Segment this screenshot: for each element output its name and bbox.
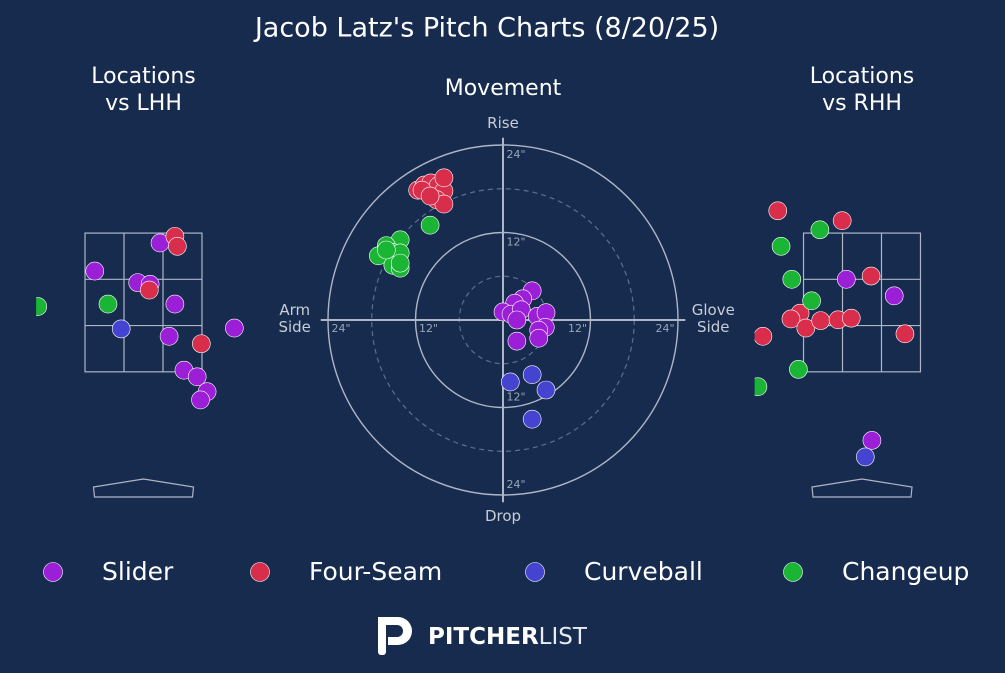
y-tick-label: 12" <box>506 391 525 404</box>
x-tick-label: 24" <box>331 322 350 335</box>
x-tick-label: 24" <box>655 322 674 335</box>
pitch-point <box>507 310 527 330</box>
pitch-point <box>36 297 48 316</box>
home-plate <box>811 478 913 498</box>
pitch-point <box>832 211 852 230</box>
pitch-point <box>159 327 179 346</box>
pitch-point <box>420 215 440 235</box>
pitch-point <box>884 286 904 306</box>
pitch-point <box>895 324 915 344</box>
pitch-point <box>754 377 768 397</box>
pitch-point <box>225 318 244 338</box>
pitch-point <box>802 291 821 311</box>
strike-zone <box>84 232 203 373</box>
pitch-point <box>111 319 131 339</box>
x-tick-label: 12" <box>568 322 587 335</box>
logo-light: LIST <box>539 624 588 650</box>
pitch-point <box>862 431 882 450</box>
pitch-point <box>522 409 542 429</box>
pitch-point <box>810 220 830 240</box>
pitch-point <box>796 318 816 338</box>
pitch-point <box>165 294 185 314</box>
pitch-point <box>529 328 549 348</box>
pitch-point <box>390 253 410 273</box>
pitch-point <box>861 266 881 286</box>
pitch-point <box>782 270 802 289</box>
pitch-point <box>789 360 808 379</box>
pitch-point <box>168 236 187 256</box>
legend-label: Four-Seam <box>309 557 442 586</box>
pitch-point <box>507 331 527 351</box>
pitch-point <box>754 327 773 346</box>
logo-bold: PITCHER <box>428 624 539 650</box>
pitch-point <box>85 261 105 281</box>
pitch-point <box>434 168 454 188</box>
pitch-point <box>500 372 520 392</box>
pitch-point <box>771 236 791 256</box>
logo-text: PITCHERLIST <box>428 624 588 650</box>
panel-title: Locations vs RHH <box>809 64 915 116</box>
pitch-point <box>192 334 211 354</box>
pitch-point <box>768 201 788 221</box>
panel-title: Movement <box>445 76 562 101</box>
y-tick-label: 24" <box>506 148 525 161</box>
axis-label-left: Arm Side <box>278 301 311 336</box>
legend-marker <box>43 562 63 582</box>
legend-label: Slider <box>102 557 174 586</box>
pitch-point <box>191 390 210 410</box>
pitch-point <box>811 311 831 330</box>
pitch-point <box>536 380 556 400</box>
pitch-point <box>522 365 542 384</box>
pitch-point <box>98 294 118 314</box>
pitch-point <box>841 308 861 328</box>
pitch-point <box>781 309 801 329</box>
legend-label: Changeup <box>842 557 969 586</box>
pitch-point <box>434 194 454 214</box>
panel-title: Locations vs LHH <box>91 64 196 116</box>
pitch-point <box>856 447 875 467</box>
strike-zone <box>802 232 922 373</box>
legend-marker <box>783 562 803 582</box>
y-tick-label: 24" <box>506 478 525 491</box>
page-title: Jacob Latz's Pitch Charts (8/20/25) <box>253 13 719 44</box>
plot-area <box>754 201 922 498</box>
plot-area <box>36 227 244 498</box>
axis-label-bottom: Drop <box>485 507 521 525</box>
pitch-point <box>837 270 856 289</box>
pitch-point <box>187 367 207 387</box>
pitch-point <box>420 186 440 206</box>
x-tick-label: 12" <box>419 322 438 335</box>
logo-icon <box>378 617 412 655</box>
pitch-point <box>377 240 396 260</box>
axis-label-right: Glove Side <box>691 301 735 336</box>
y-tick-label: 12" <box>506 236 525 249</box>
plot-area: 24" 12" 12" 24" 24" 12" 12" 24" <box>320 137 686 503</box>
legend-marker <box>525 562 545 582</box>
legend-marker <box>250 562 270 582</box>
legend-label: Curveball <box>584 557 703 586</box>
axis-label-top: Rise <box>487 114 519 132</box>
home-plate <box>92 478 195 498</box>
pitch-point <box>139 280 159 300</box>
